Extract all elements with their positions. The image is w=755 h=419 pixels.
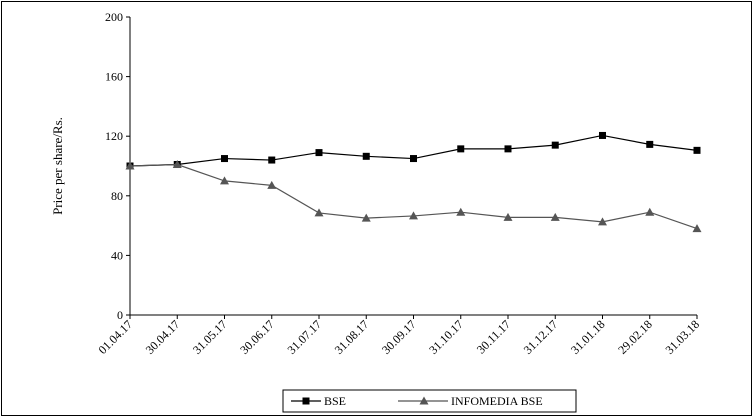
data-point — [504, 145, 512, 153]
data-point — [220, 176, 229, 185]
y-axis-ticks: 0 40 80 120 160 200 — [105, 10, 130, 322]
x-tick-label: 30.04.17 — [143, 317, 183, 357]
legend-marker — [419, 396, 429, 405]
x-tick-label: 01.04.17 — [96, 317, 136, 357]
data-point — [551, 141, 559, 149]
data-point — [503, 212, 513, 221]
x-tick-label: 31.12.17 — [521, 317, 561, 357]
data-point — [268, 156, 276, 164]
data-point — [410, 155, 417, 163]
x-tick-label: 31.10.17 — [426, 317, 466, 357]
axes — [129, 17, 697, 316]
data-point — [598, 217, 607, 226]
series-bse — [126, 131, 701, 170]
x-tick-label: 30.06.17 — [237, 317, 277, 357]
legend-label: BSE — [324, 394, 346, 408]
x-tick-label: 30.11.17 — [474, 317, 513, 356]
data-point — [550, 212, 560, 221]
x-tick-label: 31.05.17 — [190, 317, 230, 357]
legend-item: BSE — [291, 394, 346, 408]
y-tick-label: 0 — [117, 308, 123, 322]
data-point — [172, 160, 182, 169]
data-point — [125, 161, 135, 170]
legend-marker — [302, 397, 310, 405]
legend-item: INFOMEDIA BSE — [398, 394, 543, 408]
data-point — [692, 224, 702, 233]
data-point — [315, 149, 323, 157]
x-tick-label: 31.07.17 — [285, 317, 325, 357]
data-point — [456, 207, 466, 216]
y-tick-label: 160 — [105, 70, 123, 84]
series-infomedia-bse — [125, 160, 702, 233]
data-point — [361, 213, 371, 222]
x-tick-label: 31.08.17 — [332, 317, 372, 357]
data-point — [599, 131, 606, 139]
data-point — [267, 180, 277, 189]
data-point — [646, 140, 654, 148]
legend: BSE INFOMEDIA BSE — [282, 389, 577, 413]
data-point — [314, 208, 324, 217]
data-point — [221, 155, 228, 163]
x-tick-label: 30.09.17 — [379, 317, 419, 357]
series-layer — [125, 131, 702, 233]
y-tick-label: 40 — [111, 248, 123, 262]
data-point — [457, 145, 465, 153]
data-point — [693, 146, 701, 154]
x-tick-label: 29.02.18 — [615, 317, 655, 357]
y-tick-label: 200 — [105, 10, 123, 24]
y-tick-label: 120 — [105, 129, 123, 143]
x-tick-label: 31.03.18 — [663, 317, 703, 357]
y-tick-label: 80 — [111, 189, 123, 203]
x-axis-ticks: 01.04.17 30.04.17 31.05.17 30.06.17 31.07.17… — [96, 315, 703, 357]
legend-label: INFOMEDIA BSE — [451, 394, 543, 408]
x-tick-label: 31.01.18 — [568, 317, 608, 357]
y-axis-title: Price per share/Rs. — [50, 117, 65, 215]
data-point — [409, 211, 418, 220]
data-point — [362, 152, 370, 160]
data-point — [645, 207, 655, 216]
